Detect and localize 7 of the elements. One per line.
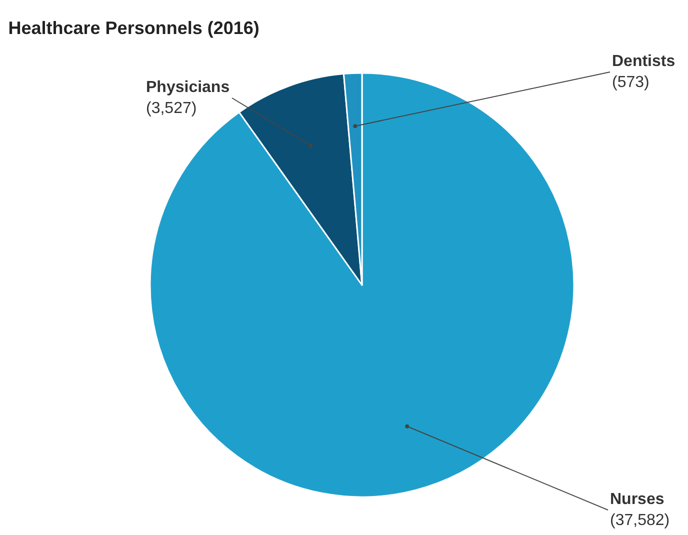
data-label: (573) <box>612 74 650 91</box>
slice-label: Nurses <box>610 491 664 508</box>
data-label: (3,527) <box>146 100 197 117</box>
slice-label: Dentists <box>612 53 676 70</box>
slice-label: Physicians <box>146 79 230 96</box>
chart-title: Healthcare Personnels (2016) <box>8 18 260 38</box>
data-label: (37,582) <box>610 512 670 529</box>
